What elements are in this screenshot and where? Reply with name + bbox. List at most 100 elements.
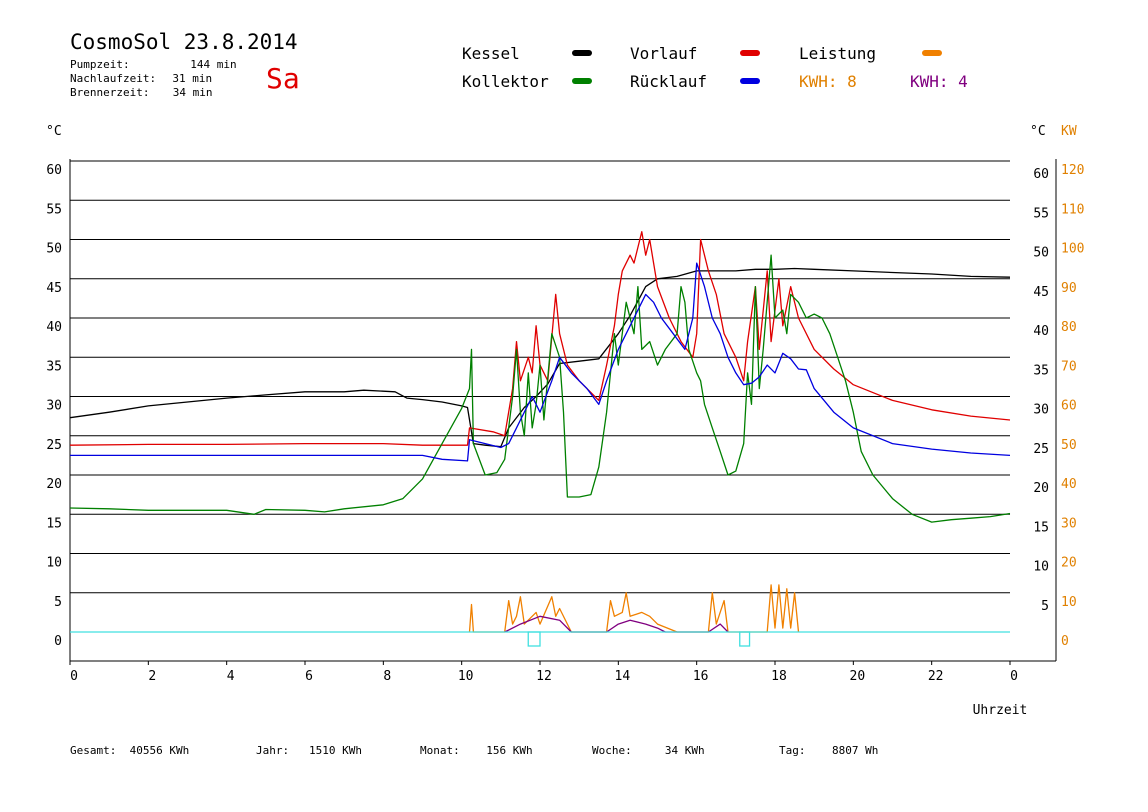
x-tick-label: 18: [771, 669, 787, 684]
series-line: [69, 231, 1011, 446]
y2-tick-label: 90: [1061, 281, 1077, 296]
footer-stat: Gesamt: 40556 KWh: [70, 744, 189, 757]
y-right-tick-label: 50: [1033, 246, 1049, 261]
legend-kwh-label: KWH: 8: [799, 72, 857, 91]
legend-leistung-swatch: [922, 50, 942, 56]
footer-label: Jahr:: [256, 744, 290, 757]
x-tick-label: 0: [1010, 669, 1018, 684]
y2-tick-label: 40: [1061, 477, 1077, 492]
legend-ruecklauf-label: Rücklauf: [630, 72, 708, 91]
y-tick-label: 30: [46, 399, 62, 414]
x-tick-label: 8: [383, 669, 391, 684]
y-tick-label: 0: [54, 634, 62, 649]
y2-tick-label: 0: [1061, 634, 1069, 649]
x-tick-label: 6: [305, 669, 313, 684]
footer-stat: Jahr: 1510 KWh: [256, 744, 362, 757]
legend-vorlauf-swatch: [740, 50, 760, 56]
x-tick-label: 12: [536, 669, 552, 684]
y-tick-label: 40: [46, 320, 62, 335]
footer-value: 156 KWh: [486, 744, 533, 757]
y2-tick-label: 10: [1061, 595, 1077, 610]
x-tick-label: 2: [148, 669, 156, 684]
footer-stat: Tag: 8807 Wh: [779, 744, 878, 757]
chart-title: CosmoSol 23.8.2014: [70, 30, 298, 54]
y-tick-label: 5: [54, 595, 62, 610]
x-tick-label: 20: [850, 669, 866, 684]
y-right-tick-label: 20: [1033, 481, 1049, 496]
y-tick-label: 60: [46, 163, 62, 178]
y-right-tick-label: 5: [1041, 599, 1049, 614]
footer-value: 8807 Wh: [832, 744, 879, 757]
y-tick-label: 45: [46, 281, 62, 296]
y-right-tick-label: 55: [1033, 206, 1049, 221]
footer-stat: Monat: 156 KWh: [420, 744, 533, 757]
y2-tick-label: 50: [1061, 438, 1077, 453]
x-tick-label: 16: [693, 669, 709, 684]
y-tick-label: 50: [46, 242, 62, 257]
x-tick-label: 14: [615, 669, 631, 684]
x-tick-label: 0: [70, 669, 78, 684]
x-tick-label: 4: [227, 669, 235, 684]
legend-kessel-swatch: [572, 50, 592, 56]
series-line: [70, 262, 1011, 462]
stat-row: Pumpzeit: 144 min: [70, 58, 237, 71]
y-right-tick-label: 60: [1033, 167, 1049, 182]
y2-tick-label: 60: [1061, 399, 1077, 414]
series-line: [69, 254, 1011, 523]
stat-value: 34 min: [172, 86, 213, 99]
legend-kessel-label: Kessel: [462, 44, 520, 63]
footer-label: Tag:: [779, 744, 806, 757]
legend-kollektor-label: Kollektor: [462, 72, 549, 91]
footer-stat: Woche: 34 KWh: [592, 744, 705, 757]
y-right-tick-label: 40: [1033, 324, 1049, 339]
footer-label: Gesamt:: [70, 744, 117, 757]
legend-vorlauf-label: Vorlauf: [630, 44, 698, 63]
pump-pulse-marker: [527, 631, 541, 647]
footer-label: Woche:: [592, 744, 632, 757]
footer-value: 1510 KWh: [309, 744, 362, 757]
y2-tick-label: 120: [1061, 163, 1084, 178]
y-right-tick-label: 30: [1033, 403, 1049, 418]
x-axis-label: Uhrzeit: [973, 703, 1028, 718]
stat-label: Brennerzeit:: [70, 86, 150, 99]
x-tick-label: 22: [928, 669, 944, 684]
y-right-tick-label: 35: [1033, 363, 1049, 378]
y2-tick-label: 70: [1061, 359, 1077, 374]
legend-ruecklauf-swatch: [740, 78, 760, 84]
y-axis-label: °C: [46, 124, 62, 139]
y-right-tick-label: 10: [1033, 560, 1049, 575]
stat-row: Nachlaufzeit: 31 min: [70, 72, 212, 85]
y-tick-label: 35: [46, 359, 62, 374]
y-right-tick-label: 45: [1033, 285, 1049, 300]
y-right-axis-label: °C: [1030, 124, 1046, 139]
footer-label: Monat:: [420, 744, 460, 757]
legend-kollektor-swatch: [572, 78, 592, 84]
weekday-label: Sa: [266, 62, 300, 95]
footer-value: 40556 KWh: [129, 744, 190, 757]
y2-tick-label: 20: [1061, 556, 1077, 571]
stat-label: Pumpzeit:: [70, 58, 130, 71]
y-tick-label: 15: [46, 516, 62, 531]
x-tick-label: 10: [458, 669, 474, 684]
y-tick-label: 55: [46, 202, 62, 217]
y-tick-label: 25: [46, 438, 62, 453]
legend-kwh-label: KWH: 4: [910, 72, 968, 91]
y-tick-label: 20: [46, 477, 62, 492]
y2-tick-label: 30: [1061, 516, 1077, 531]
y2-axis-label: KW: [1061, 124, 1077, 139]
stat-label: Nachlaufzeit:: [70, 72, 157, 85]
series-line: [468, 584, 800, 633]
y-right-tick-label: 15: [1033, 520, 1049, 535]
stat-value: 31 min: [172, 72, 213, 85]
y-right-tick-label: 25: [1033, 442, 1049, 457]
temperature-chart: 0510152025303540455055605101520253035404…: [46, 124, 1084, 718]
pump-pulse-marker: [739, 631, 751, 647]
stat-value: 144 min: [190, 58, 237, 71]
y2-tick-label: 110: [1061, 202, 1084, 217]
y2-tick-label: 100: [1061, 242, 1084, 257]
stat-row: Brennerzeit: 34 min: [70, 86, 212, 99]
y-tick-label: 10: [46, 556, 62, 571]
y2-tick-label: 80: [1061, 320, 1077, 335]
legend-leistung-label: Leistung: [799, 44, 877, 63]
footer-value: 34 KWh: [664, 744, 705, 757]
